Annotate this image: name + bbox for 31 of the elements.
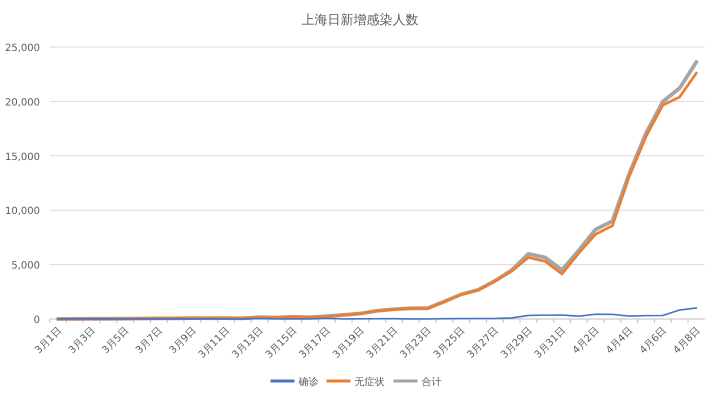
x-tick-label: 3月21日	[364, 325, 400, 361]
x-tick-label: 3月9日	[168, 325, 199, 356]
x-tick-label: 3月3日	[66, 325, 98, 356]
chart-title: 上海日新增感染人数	[302, 13, 418, 28]
x-tick-label: 3月11日	[196, 325, 232, 361]
x-tick-label: 3月17日	[298, 325, 333, 361]
y-tick-label: 10,000	[5, 206, 40, 218]
y-tick-label: 25,000	[5, 43, 40, 54]
x-tick-label: 3月25日	[432, 325, 468, 361]
y-tick-label: 5,000	[11, 260, 40, 272]
x-tick-label: 3月23日	[398, 325, 434, 361]
x-tick-label: 4月8日	[672, 325, 703, 356]
x-tick-label: 3月5日	[100, 325, 132, 356]
x-tick-label: 3月29日	[499, 325, 535, 361]
x-tick-label: 3月15日	[264, 325, 300, 361]
x-tick-label: 3月13日	[230, 325, 266, 361]
x-tick-label: 3月19日	[331, 325, 367, 361]
legend-label: 确诊	[298, 376, 318, 388]
x-tick-label: 3月1日	[33, 325, 64, 356]
x-tick-label: 4月6日	[638, 325, 669, 356]
legend-label: 无症状	[354, 376, 384, 388]
line-series	[57, 307, 698, 320]
y-tick-label: 20,000	[5, 97, 40, 108]
x-tick-label: 3月31日	[532, 325, 568, 361]
y-tick-label: 15,000	[5, 152, 40, 163]
legend-label: 合计	[422, 376, 442, 388]
x-tick-label: 3月7日	[134, 325, 165, 356]
y-tick-label: 0	[34, 315, 40, 326]
x-tick-label: 4月2日	[570, 325, 602, 356]
x-tick-label: 4月4日	[604, 325, 636, 356]
x-tick-label: 3月27日	[466, 325, 501, 361]
